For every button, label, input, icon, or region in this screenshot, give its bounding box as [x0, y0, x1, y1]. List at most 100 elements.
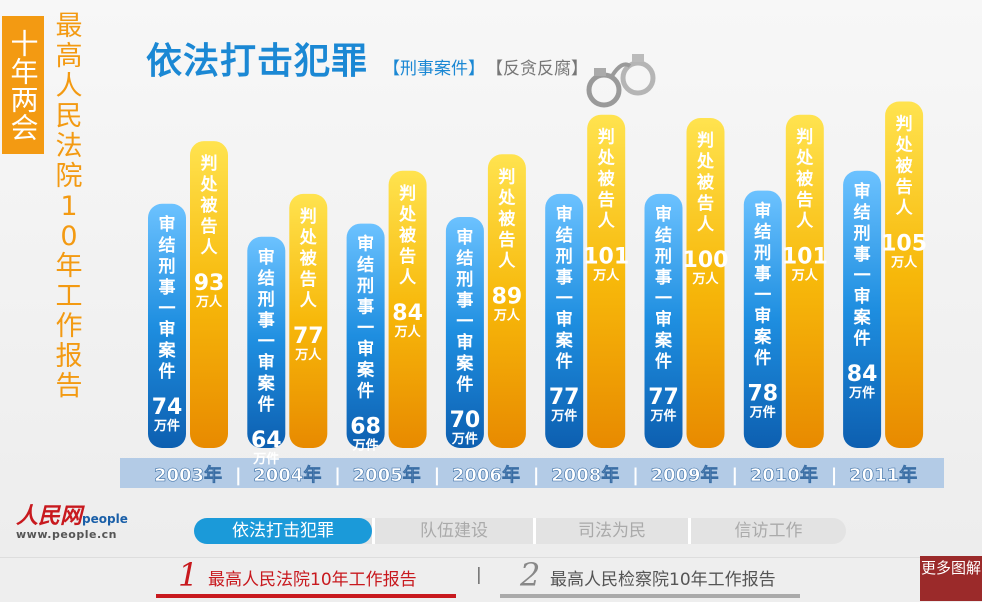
unit-label-defendants: 万人: [195, 294, 223, 310]
footer-link-procuratorate[interactable]: 最高人民检察院10年工作报告: [550, 570, 776, 590]
bar-label-defendants: 告: [201, 216, 218, 237]
bar-cases: [644, 193, 683, 448]
data-label-cases: 77: [549, 385, 580, 410]
year-axis-strip: [120, 458, 944, 488]
bar-label-defendants: 告: [598, 190, 615, 211]
bar-label-cases: 一: [456, 312, 473, 332]
bar-label-cases: 事: [754, 265, 771, 285]
unit-label-cases: 万件: [848, 385, 875, 401]
tab-crime[interactable]: 依法打击犯罪: [194, 518, 372, 544]
bar-label-cases: 事: [159, 278, 176, 298]
bar-label-cases: 案: [257, 373, 276, 394]
bar-label-cases: 结: [456, 248, 473, 269]
footer-separator: |: [476, 565, 482, 585]
bar-label-cases: 结: [556, 225, 573, 246]
bar-label-cases: 事: [357, 298, 374, 318]
people-daily-logo[interactable]: 人民网people: [16, 498, 128, 530]
tag-criminal-cases[interactable]: 【刑事案件】: [383, 59, 485, 79]
data-label-cases: 68: [350, 415, 381, 440]
bar-label-cases: 事: [456, 291, 473, 311]
bar-defendants: [289, 193, 328, 448]
bar-label-cases: 件: [456, 374, 473, 395]
bar-label-cases: 审: [159, 319, 176, 340]
unit-label-cases: 万件: [451, 431, 478, 447]
data-label-defendants: 77: [293, 324, 324, 349]
bar-label-cases: 刑: [655, 247, 672, 267]
data-label-defendants: 101: [782, 245, 828, 270]
x-tick-label: 2003年: [154, 464, 222, 486]
tag-anti-corruption[interactable]: 【反贪反腐】: [486, 59, 588, 79]
logo-url[interactable]: www.people.cn: [16, 528, 117, 541]
bar-label-cases: 案: [853, 307, 872, 328]
unit-label-defendants: 万人: [294, 347, 322, 363]
bar-cases: [545, 193, 584, 448]
x-tick-label: 2011年: [849, 464, 917, 486]
bar-label-cases: 刑: [159, 257, 176, 277]
data-label-defendants: 89: [492, 284, 523, 309]
unit-label-defendants: 万人: [493, 307, 521, 323]
tab-justice[interactable]: 司法为民: [578, 521, 646, 541]
bar-label-cases: 案: [654, 330, 673, 351]
bar-label-defendants: 处: [200, 174, 219, 195]
bar-cases: [346, 223, 385, 448]
footer-bar: [0, 557, 982, 602]
bar-defendants: [487, 154, 526, 449]
bar-label-cases: 案: [555, 330, 574, 351]
tab-petition[interactable]: 信访工作: [734, 521, 803, 541]
footer-link-court[interactable]: 最高人民法院10年工作报告: [208, 570, 417, 590]
more-button[interactable]: 更多图解: [920, 556, 982, 601]
bar-label-cases: 刑: [357, 277, 374, 297]
bar-label-cases: 结: [258, 268, 275, 289]
data-label-defendants: 101: [583, 245, 629, 270]
bar-label-cases: 一: [258, 332, 275, 352]
x-tick-separator: |: [434, 465, 441, 486]
bar-label-cases: 一: [854, 266, 871, 286]
x-tick-separator: |: [533, 465, 540, 486]
bar-label-cases: 事: [854, 245, 871, 265]
handcuffs-icon: [586, 54, 656, 108]
bar-label-cases: 事: [655, 268, 672, 288]
bar-label-cases: 事: [258, 311, 275, 331]
bar-label-defendants: 人: [896, 199, 914, 219]
bar-cases: [843, 170, 882, 449]
tab-team[interactable]: 队伍建设: [420, 521, 488, 541]
bar-label-cases: 审: [357, 234, 374, 255]
bar-label-cases: 件: [159, 361, 176, 382]
bar-label-defendants: 人: [399, 268, 417, 288]
bar-label-cases: 审: [258, 352, 275, 373]
side-title: 最高人民法院10年工作报告: [55, 11, 83, 402]
bar-label-defendants: 人: [796, 212, 814, 232]
bar-label-defendants: 人: [498, 251, 516, 271]
bar-label-defendants: 人: [697, 215, 715, 235]
unit-label-cases: 万件: [153, 418, 180, 434]
bar-defendants: [785, 114, 824, 448]
bar-label-cases: 刑: [854, 224, 871, 244]
bar-label-cases: 刑: [456, 270, 473, 290]
bar-label-defendants: 处: [299, 227, 318, 248]
footer-num-2: 2: [520, 556, 541, 594]
bar-label-cases: 案: [158, 340, 177, 361]
bar-label-cases: 一: [159, 299, 176, 319]
bar-label-defendants: 告: [697, 193, 714, 214]
bar-defendants: [587, 114, 626, 448]
bar-label-defendants: 判: [498, 167, 515, 187]
data-label-defendants: 93: [194, 271, 225, 296]
bar-label-cases: 结: [854, 202, 871, 223]
bar-label-defendants: 被: [598, 169, 615, 190]
side-badge: 十年两会: [2, 16, 44, 154]
footer-inactive-underline: [500, 594, 800, 598]
bar-label-cases: 件: [556, 351, 573, 372]
unit-label-cases: 万件: [649, 408, 676, 424]
bar-label-cases: 案: [753, 327, 772, 348]
bar-label-defendants: 被: [896, 156, 913, 177]
unit-label-cases: 万件: [550, 408, 577, 424]
bar-label-defendants: 判: [201, 154, 218, 174]
x-tick-separator: |: [235, 465, 242, 486]
bar-label-cases: 结: [754, 222, 771, 243]
bar-label-defendants: 被: [201, 195, 218, 216]
bar-label-cases: 案: [356, 360, 375, 381]
data-label-cases: 64: [251, 428, 282, 453]
bar-label-defendants: 人: [201, 238, 219, 258]
bar-label-defendants: 判: [598, 128, 615, 148]
